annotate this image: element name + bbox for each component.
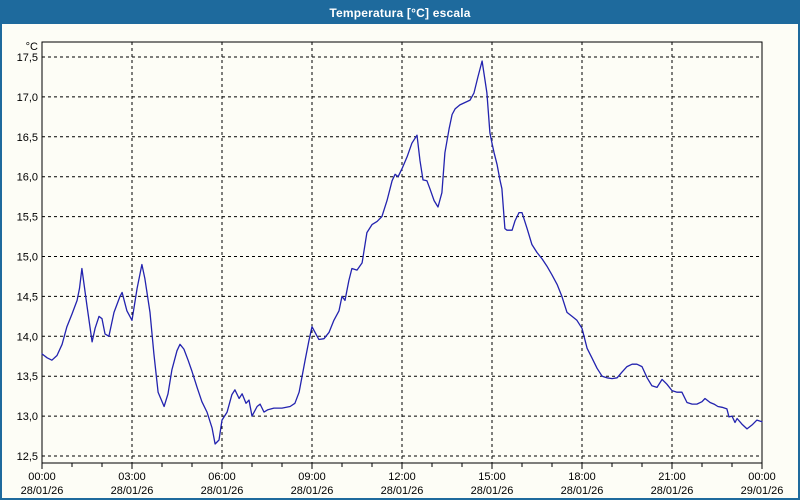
x-tick-time-label: 06:00 xyxy=(208,471,236,483)
y-tick-label: 17,5 xyxy=(17,52,38,64)
x-tick-date-label: 28/01/26 xyxy=(651,485,694,497)
x-tick-date-label: 28/01/26 xyxy=(381,485,424,497)
temperature-series-line xyxy=(41,60,763,445)
title-bar: Temperatura [°C] escala xyxy=(2,2,798,24)
y-tick-label: 13,0 xyxy=(17,411,38,423)
x-tick-time-label: 21:00 xyxy=(658,471,686,483)
y-tick-label: 12,5 xyxy=(17,451,38,463)
plot-border xyxy=(41,41,763,464)
y-tick-label: 17,0 xyxy=(17,92,38,104)
x-tick-date-label: 29/01/26 xyxy=(741,485,784,497)
y-tick-label: 14,5 xyxy=(17,291,38,303)
y-tick-label: 16,5 xyxy=(17,132,38,144)
x-tick-time-label: 15:00 xyxy=(478,471,506,483)
y-tick-label: 14,0 xyxy=(17,331,38,343)
x-tick-date-label: 28/01/26 xyxy=(291,485,334,497)
x-tick-date-label: 28/01/26 xyxy=(561,485,604,497)
x-tick-time-label: 00:00 xyxy=(748,471,776,483)
x-tick-date-label: 28/01/26 xyxy=(111,485,154,497)
y-tick-label: 15,5 xyxy=(17,212,38,224)
y-tick-label: 15,0 xyxy=(17,252,38,264)
y-axis-unit-label: °C xyxy=(26,41,38,53)
x-tick-date-label: 28/01/26 xyxy=(471,485,514,497)
y-tick-label: 13,5 xyxy=(17,371,38,383)
x-tick-date-label: 28/01/26 xyxy=(21,485,64,497)
x-tick-time-label: 03:00 xyxy=(118,471,146,483)
x-tick-time-label: 09:00 xyxy=(298,471,326,483)
x-tick-time-label: 00:00 xyxy=(28,471,56,483)
x-tick-time-label: 18:00 xyxy=(568,471,596,483)
window-title: Temperatura [°C] escala xyxy=(329,6,471,20)
x-tick-time-label: 12:00 xyxy=(388,471,416,483)
y-tick-label: 16,0 xyxy=(17,172,38,184)
x-tick-date-label: 28/01/26 xyxy=(201,485,244,497)
